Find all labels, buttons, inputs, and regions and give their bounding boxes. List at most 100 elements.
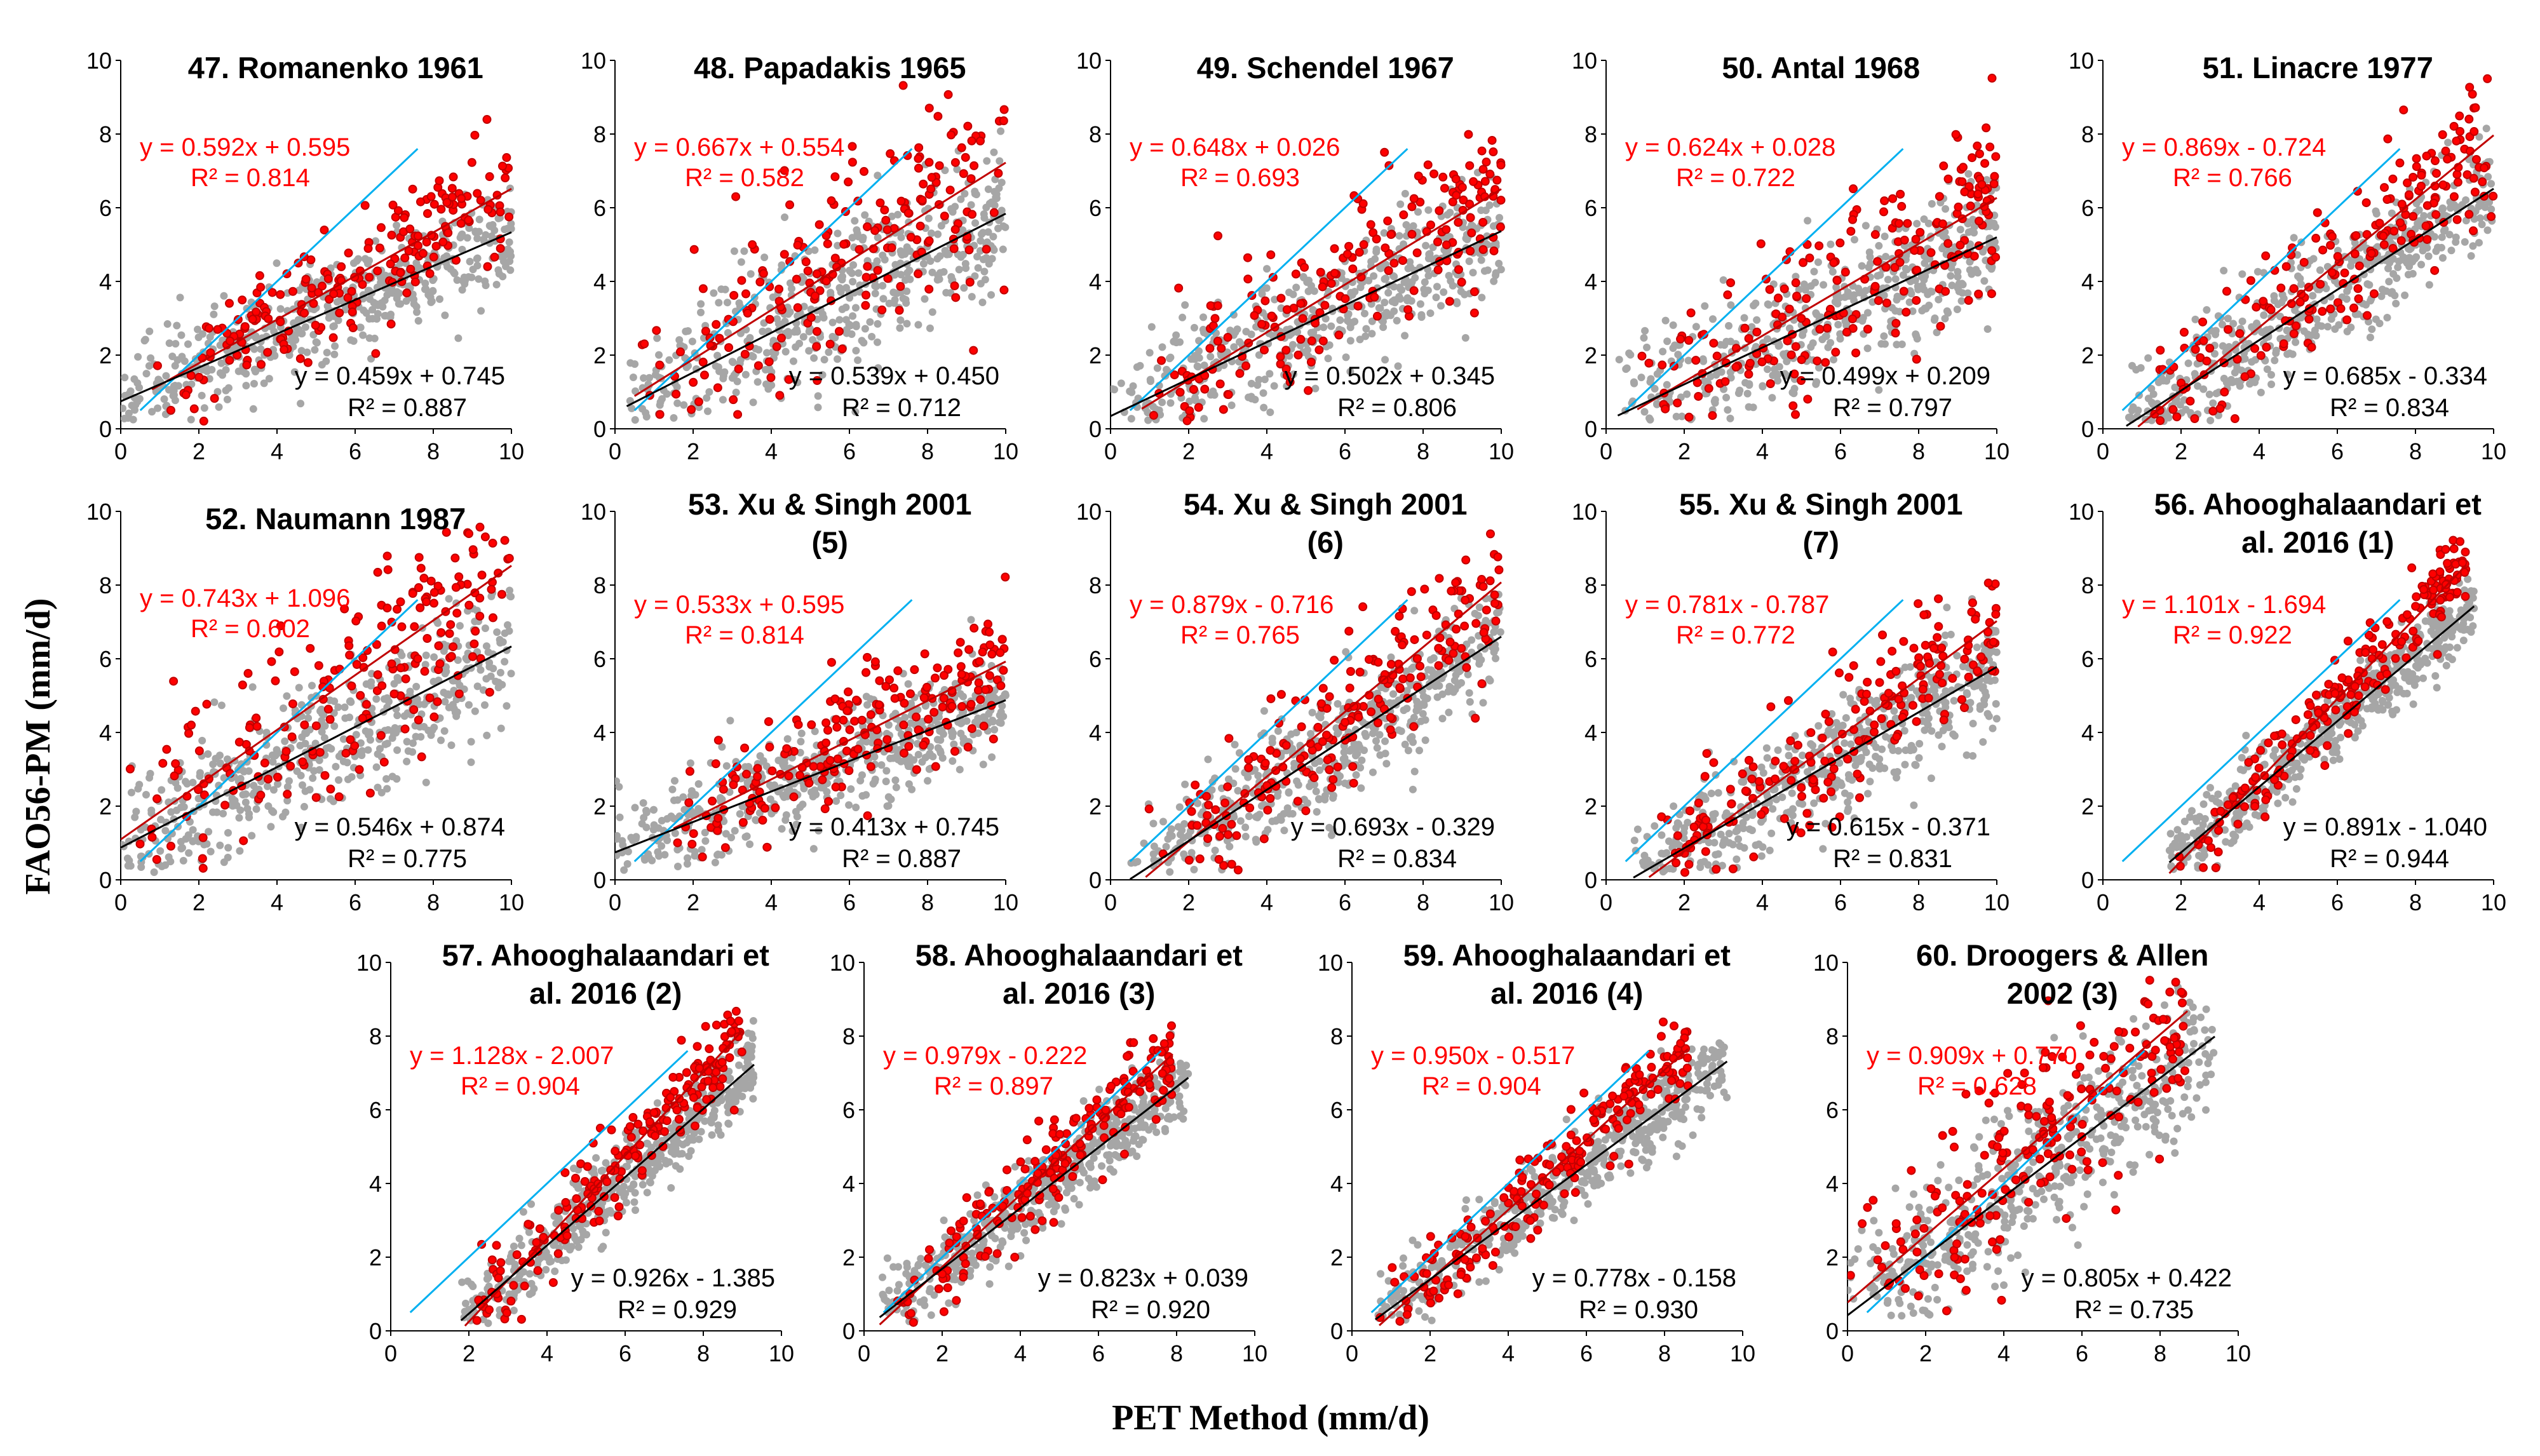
gray-point xyxy=(1882,252,1890,260)
gray-point xyxy=(2220,266,2228,274)
gray-point xyxy=(1380,229,1388,237)
red-point xyxy=(2469,127,2479,137)
gray-point xyxy=(1980,277,1989,285)
gray-point xyxy=(799,275,807,283)
red-point xyxy=(483,205,493,214)
gray-point xyxy=(1433,283,1441,291)
gray-point xyxy=(1752,299,1760,307)
gray-point xyxy=(1325,341,1334,349)
gray-point xyxy=(1740,314,1748,322)
gray-point xyxy=(1001,691,1010,699)
red-point xyxy=(1802,239,1812,249)
red-point xyxy=(400,253,410,263)
red-point xyxy=(945,185,955,195)
red-point xyxy=(1459,195,1468,205)
red-point xyxy=(844,177,853,187)
red-point xyxy=(2222,286,2231,296)
y-tick-label: 8 xyxy=(2081,121,2094,147)
red-point xyxy=(729,395,738,405)
gray-point xyxy=(825,348,833,356)
red-point xyxy=(2318,307,2327,316)
gray-point xyxy=(505,238,513,246)
red-point xyxy=(404,246,414,256)
gray-point xyxy=(2392,299,2400,307)
gray-point xyxy=(2343,287,2351,295)
red-point xyxy=(1900,235,1909,245)
gray-point xyxy=(950,740,958,748)
gray-point xyxy=(722,830,730,838)
gray-point xyxy=(458,245,466,253)
gray-point xyxy=(1400,240,1408,248)
gray-point xyxy=(871,290,879,298)
red-point xyxy=(784,375,794,384)
red-point xyxy=(1943,174,1953,184)
red-point xyxy=(471,626,480,636)
red-point xyxy=(170,771,179,781)
gray-point xyxy=(125,856,133,865)
gray-point xyxy=(784,328,792,336)
gray-point xyxy=(985,692,994,701)
gray-point xyxy=(298,330,306,338)
red-point xyxy=(267,288,277,297)
red-point xyxy=(396,663,405,673)
gray-point xyxy=(1395,232,1403,240)
red-point xyxy=(2252,302,2261,312)
gray-point xyxy=(1874,272,1882,280)
gray-point xyxy=(396,300,405,308)
gray-point xyxy=(1422,241,1430,250)
gray-point xyxy=(863,701,872,709)
gray-point xyxy=(1790,384,1799,393)
gray-point xyxy=(632,387,640,395)
red-point xyxy=(1975,149,1984,159)
red-point xyxy=(1219,405,1228,414)
red-point xyxy=(386,320,396,329)
red-fit-r2: R² = 0.693 xyxy=(1180,164,1300,192)
red-point xyxy=(1174,283,1184,293)
red-point xyxy=(210,394,219,403)
red-point xyxy=(1989,179,1999,189)
red-point xyxy=(1482,158,1491,167)
red-point xyxy=(949,244,959,253)
red-point xyxy=(1791,278,1800,288)
gray-point xyxy=(2144,394,2152,403)
red-point xyxy=(356,691,365,700)
gray-point xyxy=(658,395,666,403)
gray-point xyxy=(1336,316,1344,324)
gray-point xyxy=(1709,315,1717,323)
red-point xyxy=(475,593,485,603)
red-point xyxy=(1478,165,1488,174)
gray-point xyxy=(645,374,654,382)
red-point xyxy=(2464,114,2474,124)
gray-point xyxy=(980,267,989,276)
red-point xyxy=(480,532,490,542)
red-point xyxy=(464,215,473,225)
gray-point xyxy=(735,299,743,307)
red-point xyxy=(2156,346,2165,355)
red-point xyxy=(475,611,485,621)
gray-point xyxy=(2212,389,2220,398)
black-fit-equation: y = 0.685x - 0.334 xyxy=(2283,362,2487,390)
red-point xyxy=(1956,240,1965,250)
gray-point xyxy=(2128,407,2136,415)
red-point xyxy=(184,729,194,738)
red-point xyxy=(497,161,507,171)
panel-title: 51. Linacre 1977 xyxy=(2203,51,2433,84)
red-point xyxy=(488,539,497,548)
gray-point xyxy=(271,752,280,760)
gray-point xyxy=(1111,385,1117,393)
red-point xyxy=(326,785,335,794)
red-point xyxy=(1266,250,1276,260)
gray-point xyxy=(1195,347,1203,355)
red-point xyxy=(903,208,913,218)
gray-point xyxy=(1811,278,1820,286)
red-point xyxy=(2156,416,2165,426)
red-point xyxy=(1897,201,1907,211)
red-point xyxy=(1398,256,1407,266)
gray-point xyxy=(719,396,727,404)
gray-point xyxy=(1255,375,1263,384)
red-point xyxy=(2224,325,2233,334)
red-point xyxy=(343,293,353,302)
red-point xyxy=(1708,411,1717,421)
gray-point xyxy=(403,757,411,765)
